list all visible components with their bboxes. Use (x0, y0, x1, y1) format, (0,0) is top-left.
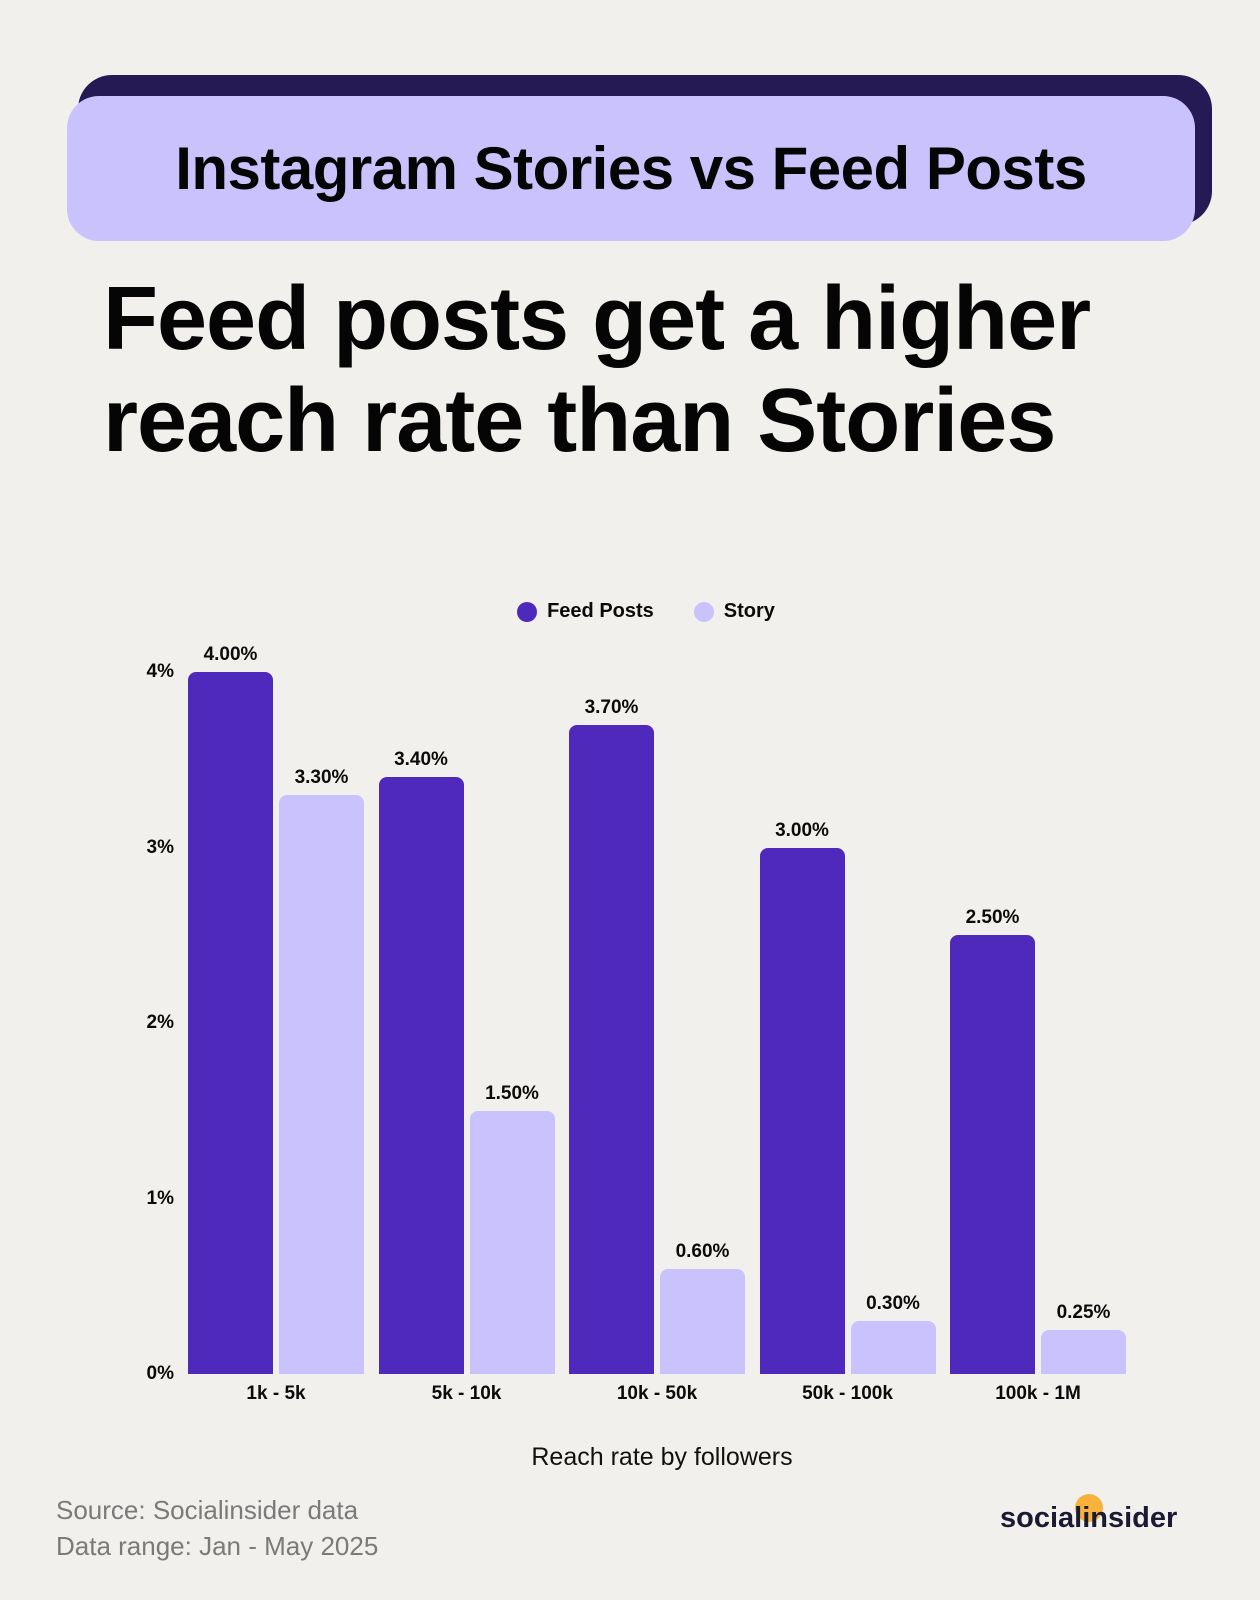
bar-story (279, 794, 364, 1374)
source-note: Source: Socialinsider data Data range: J… (56, 1492, 378, 1564)
bar-value-label: 2.50% (965, 907, 1020, 929)
legend-label: Story (723, 600, 775, 622)
source-text: Source: Socialinsider data (56, 1495, 359, 1525)
bar-value-label: 4.00% (203, 644, 258, 665)
y-tick-label: 4% (146, 661, 174, 682)
y-tick-label: 3% (146, 836, 174, 858)
y-tick-label: 2% (146, 1012, 174, 1033)
bar-value-label: 3.70% (584, 696, 639, 718)
legend-item-feed-posts: Feed Posts (517, 600, 654, 623)
x-tick-label: 5k - 10k (431, 1383, 502, 1404)
bar-feed-posts (188, 672, 273, 1374)
socialinsider-logo: socialinsider (1000, 1502, 1178, 1534)
date-range-text: Data range: Jan - May 2025 (56, 1531, 379, 1561)
bar-value-label: 1.50% (485, 1082, 539, 1104)
legend-label: Feed Posts (547, 600, 654, 622)
x-tick-label: 100k - 1M (995, 1383, 1081, 1404)
y-tick-label: 0% (146, 1363, 174, 1384)
bar-story (850, 1321, 936, 1374)
y-tick-label: 1% (146, 1187, 174, 1209)
bar-value-label: 0.25% (1056, 1302, 1111, 1324)
headline: Feed posts get a higher reach rate than … (103, 268, 1203, 472)
bar-feed-posts (569, 724, 654, 1374)
x-tick-label: 1k - 5k (246, 1383, 306, 1404)
bar-value-label: 3.30% (294, 766, 349, 788)
bar-value-label: 3.40% (394, 749, 448, 771)
chart-legend: Feed Posts Story (0, 600, 1260, 623)
bar-story (1041, 1330, 1126, 1374)
bar-value-label: 3.00% (775, 819, 829, 841)
banner-title: Instagram Stories vs Feed Posts (175, 135, 1087, 202)
bar-feed-posts (759, 847, 845, 1374)
x-tick-label: 10k - 50k (616, 1383, 698, 1404)
bar-feed-posts (378, 777, 464, 1374)
x-axis-label: Reach rate by followers (531, 1443, 793, 1471)
story-swatch-icon (693, 601, 714, 622)
logo-dot-icon (1075, 1494, 1103, 1522)
bar-value-label: 0.60% (675, 1240, 730, 1262)
headline-line-1: Feed posts get a higher (103, 269, 1091, 369)
bar-story (469, 1110, 555, 1374)
bar-value-label: 0.30% (866, 1293, 920, 1315)
headline-line-2: reach rate than Stories (103, 371, 1056, 471)
banner: Instagram Stories vs Feed Posts (67, 96, 1195, 241)
feed-posts-swatch-icon (517, 601, 538, 622)
legend-item-story: Story (693, 600, 775, 623)
x-tick-label: 50k - 100k (802, 1383, 893, 1404)
bar-story (660, 1268, 745, 1374)
bar-feed-posts (950, 935, 1035, 1374)
